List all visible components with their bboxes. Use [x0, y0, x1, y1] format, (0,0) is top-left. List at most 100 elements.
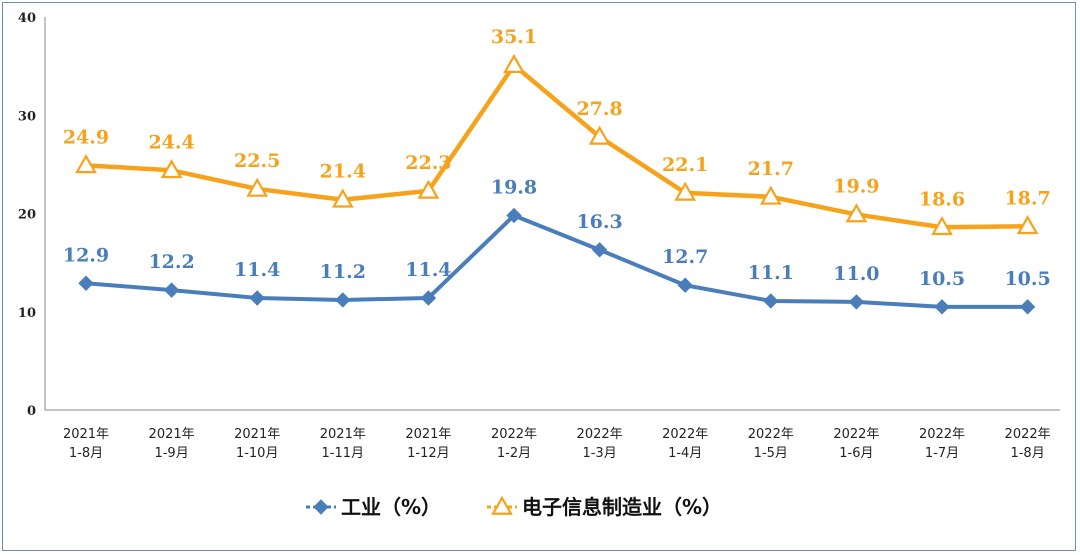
data-point [1019, 299, 1036, 315]
legend-item: 工业（%） [306, 495, 441, 519]
data-point [246, 177, 269, 197]
x-tick-year: 2021年 [320, 427, 366, 442]
data-point [591, 242, 608, 258]
data-label: 27.8 [576, 98, 622, 120]
data-label: 10.5 [919, 268, 965, 290]
y-tick-label: 40 [18, 11, 36, 26]
x-tick-period: 1-9月 [154, 446, 188, 461]
x-tick-label: 2021年 1-11月 [320, 427, 366, 461]
x-tick-year: 2021年 [149, 427, 195, 442]
x-tick-period: 1-10月 [236, 446, 279, 461]
axes: 0 10 20 30 40 2021年 1-8月 2021年 1-9月 2021年 1-10月 202… [18, 11, 1060, 461]
x-tick-period: 1-8月 [1010, 446, 1044, 461]
x-tick-year: 2022年 [748, 427, 794, 442]
y-tick-label: 20 [18, 208, 36, 223]
x-tick-year: 2022年 [491, 427, 537, 442]
y-tick-label: 30 [18, 109, 36, 124]
x-tick-period: 1-12月 [407, 446, 450, 461]
data-point [503, 53, 525, 73]
x-tick-year: 2022年 [919, 427, 965, 442]
x-tick-year: 2022年 [577, 427, 623, 442]
data-label: 16.3 [576, 211, 622, 233]
data-labels: 12.9 12.2 11.4 11.2 11.4 19.8 16.3 12.7 11.1 11.0… [63, 26, 1051, 290]
x-tick-period: 1-7月 [925, 446, 959, 461]
x-tick-label: 2021年 1-8月 [63, 427, 109, 461]
series-industry [78, 207, 1036, 315]
data-label: 19.8 [491, 176, 537, 198]
legend: 工业（%） 电子信息制造业（%） [306, 495, 722, 519]
x-tick-period: 1-3月 [582, 446, 616, 461]
data-point [588, 125, 611, 145]
series-electronics [75, 53, 1039, 236]
data-point [931, 216, 953, 236]
x-tick-year: 2022年 [662, 427, 708, 442]
data-label: 35.1 [491, 26, 537, 48]
x-tick-label: 2022年 1-6月 [833, 427, 879, 461]
data-point [934, 299, 950, 315]
data-label: 21.4 [320, 161, 366, 183]
x-tick-label: 2022年 1-4月 [662, 427, 708, 461]
data-point [331, 188, 354, 208]
x-tick-label: 2022年 1-7月 [919, 427, 965, 461]
legend-label: 电子信息制造业（%） [522, 495, 722, 519]
series-line [84, 213, 1030, 309]
data-point [420, 290, 437, 306]
data-point [506, 207, 522, 224]
data-label: 22.1 [662, 154, 708, 176]
legend-label: 工业（%） [341, 495, 441, 519]
x-tick-label: 2021年 1-12月 [405, 427, 451, 461]
data-point [75, 154, 97, 174]
x-tick-label: 2022年 1-2月 [491, 427, 537, 461]
data-label: 11.0 [833, 263, 879, 285]
data-point [845, 203, 868, 223]
data-point [848, 294, 865, 310]
x-tick-label: 2022年 1-5月 [748, 427, 794, 461]
data-label: 10.5 [1004, 268, 1050, 290]
data-point [335, 292, 351, 308]
data-point [674, 181, 697, 201]
data-point [160, 159, 183, 179]
data-label: 21.7 [748, 158, 794, 180]
x-tick-year: 2021年 [63, 427, 109, 442]
x-tick-year: 2022年 [833, 427, 879, 442]
data-label: 18.7 [1004, 187, 1050, 209]
data-point [163, 282, 180, 298]
data-label: 22.5 [234, 150, 280, 172]
x-tick-year: 2021年 [405, 427, 451, 442]
data-point [1016, 215, 1039, 235]
x-tick-label: 2022年 1-8月 [1005, 427, 1051, 461]
x-tick-period: 1-2月 [497, 446, 531, 461]
data-point [249, 290, 265, 306]
data-label: 11.4 [234, 259, 280, 281]
data-point [759, 185, 782, 205]
data-label: 22.3 [405, 152, 451, 174]
data-label: 11.1 [748, 262, 794, 284]
x-tick-label: 2021年 1-9月 [149, 427, 195, 461]
data-point [78, 275, 94, 291]
x-tick-period: 1-11月 [322, 446, 365, 461]
legend-swatch-marker [491, 495, 513, 515]
y-tick-label: 10 [18, 306, 36, 321]
legend-item: 电子信息制造业（%） [487, 495, 722, 519]
data-label: 18.6 [919, 188, 965, 210]
data-label: 11.4 [405, 259, 451, 281]
x-tick-period: 1-5月 [754, 446, 788, 461]
data-label: 12.9 [63, 244, 109, 266]
data-label: 12.7 [662, 246, 708, 268]
data-label: 19.9 [833, 175, 879, 197]
series-layer [75, 53, 1039, 315]
y-tick-label: 0 [27, 404, 36, 419]
x-tick-year: 2022年 [1005, 427, 1051, 442]
x-tick-period: 1-8月 [69, 446, 103, 461]
data-point [763, 293, 779, 309]
data-point [677, 277, 693, 293]
x-tick-year: 2021年 [234, 427, 280, 442]
legend-swatch-marker [313, 499, 329, 515]
data-point [417, 179, 440, 199]
data-label: 24.4 [148, 131, 194, 153]
data-label: 24.9 [63, 126, 109, 148]
x-tick-period: 1-4月 [668, 446, 702, 461]
data-label: 11.2 [320, 261, 366, 283]
